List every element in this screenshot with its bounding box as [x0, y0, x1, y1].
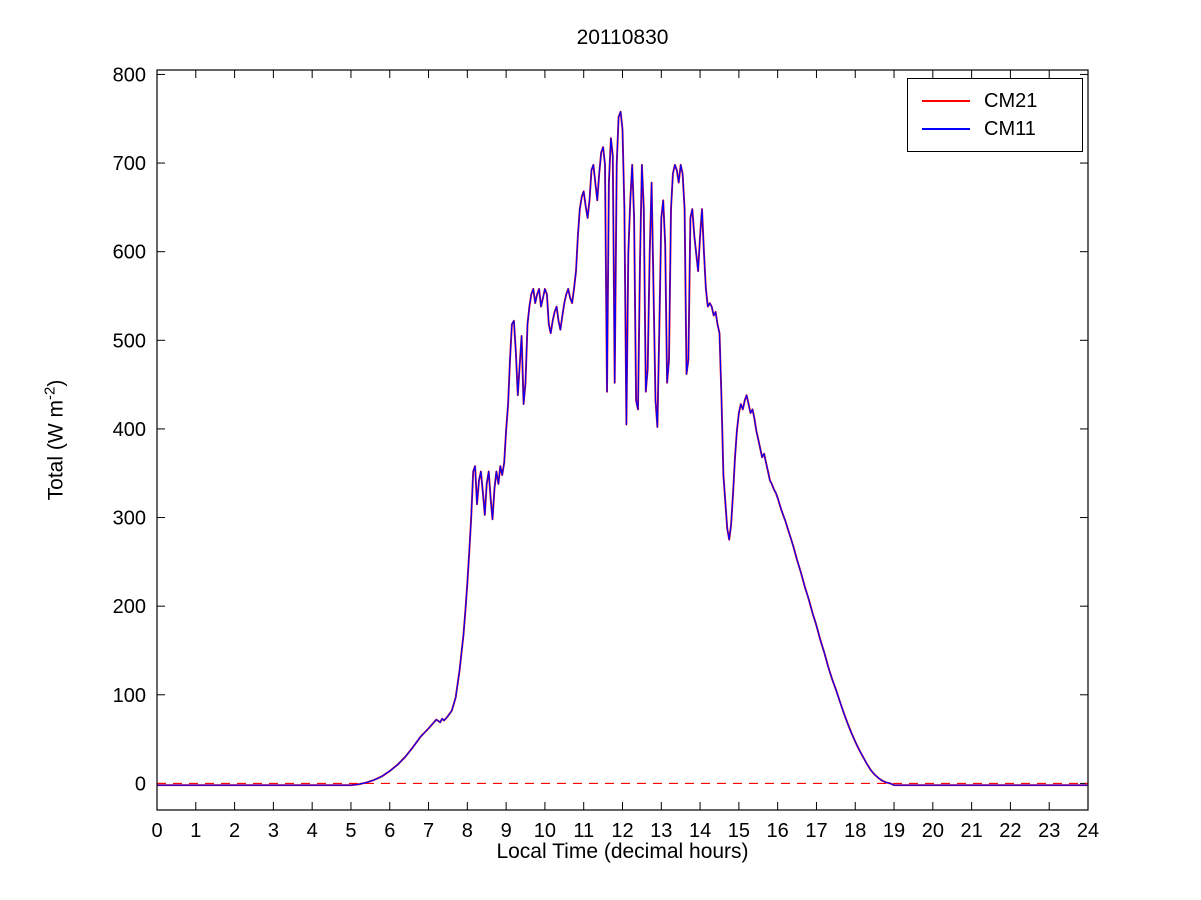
x-tick-label: 14: [689, 820, 711, 842]
x-tick-label: 4: [307, 820, 318, 842]
y-tick-label: 500: [113, 330, 146, 352]
x-tick-label: 17: [805, 820, 827, 842]
legend-label-cm21: CM21: [984, 89, 1038, 112]
y-tick-label: 200: [113, 596, 146, 618]
y-axis-label-text: Total (W m: [44, 400, 68, 501]
x-axis-label: Local Time (decimal hours): [496, 840, 749, 863]
x-tick-label: 12: [611, 820, 633, 842]
x-tick-label: 1: [190, 820, 201, 842]
chart-title: 20110830: [576, 26, 669, 49]
x-tick-label: 15: [728, 820, 750, 842]
x-tick-label: 23: [1038, 820, 1060, 842]
legend-item-cm11: CM11: [908, 115, 1082, 143]
x-tick-label: 20: [922, 820, 944, 842]
y-tick-label: 400: [113, 419, 146, 441]
y-axis-label: Total (W m-2): [42, 380, 69, 501]
x-tick-label: 24: [1077, 820, 1099, 842]
x-tick-label: 18: [844, 820, 866, 842]
x-tick-label: 8: [462, 820, 473, 842]
plot-background: [157, 70, 1088, 810]
x-tick-label: 11: [573, 820, 594, 842]
y-tick-label: 600: [113, 242, 146, 264]
legend: CM21 CM11: [907, 78, 1083, 152]
x-tick-label: 9: [501, 820, 512, 842]
x-tick-label: 22: [999, 820, 1021, 842]
y-axis-label-suffix: ): [44, 379, 68, 387]
y-tick-label: 800: [113, 64, 146, 86]
x-tick-label: 6: [384, 820, 395, 842]
cm21-line-sample-icon: [922, 100, 970, 102]
y-axis-label-superscript: -2: [41, 386, 59, 400]
x-tick-label: 3: [268, 820, 279, 842]
series-line-cm11: [157, 111, 1088, 786]
x-tick-label: 16: [767, 820, 789, 842]
x-tick-label: 13: [650, 820, 672, 842]
y-tick-label: 300: [113, 508, 146, 530]
y-tick-label: 100: [113, 685, 146, 707]
x-tick-label: 21: [961, 820, 983, 842]
axes-box: [156, 69, 1089, 811]
cm11-line-sample-icon: [922, 128, 970, 130]
y-tick-label: 0: [135, 773, 146, 795]
x-tick-label: 5: [345, 820, 356, 842]
x-tick-label: 0: [151, 820, 162, 842]
x-tick-label: 7: [423, 820, 434, 842]
legend-item-cm21: CM21: [908, 87, 1082, 115]
x-tick-label: 2: [229, 820, 240, 842]
x-tick-label: 19: [883, 820, 905, 842]
y-tick-label: 700: [113, 153, 146, 175]
legend-label-cm11: CM11: [984, 117, 1036, 140]
x-tick-label: 10: [534, 820, 556, 842]
